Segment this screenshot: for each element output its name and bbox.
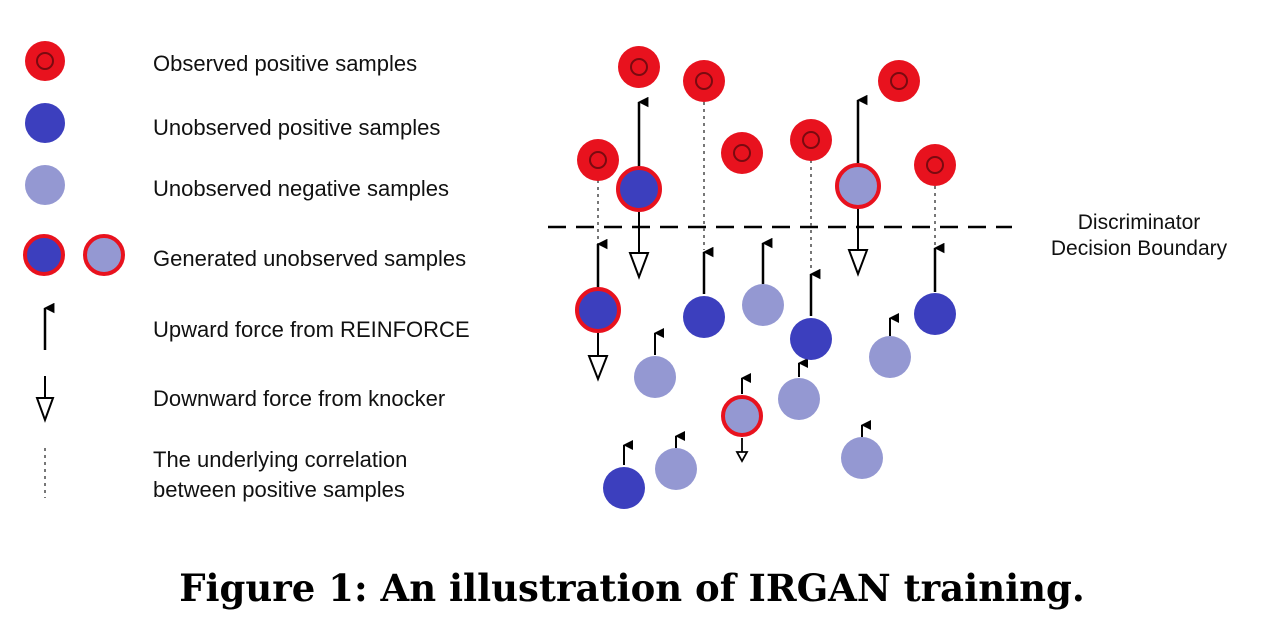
unobserved-positive-sample: [790, 318, 832, 360]
unobserved-negative-sample: [634, 356, 676, 398]
legend-label-correlation-line1: The underlying correlation: [153, 447, 407, 472]
downward-force-arrow: [587, 332, 609, 382]
boundary-label-line1: Discriminator: [1078, 211, 1201, 234]
observed-positive-sample: [618, 46, 660, 88]
downward-arrow-head-icon: [35, 397, 55, 423]
legend-item-unobserved-positive: Unobserved positive samples: [25, 103, 440, 143]
unobserved-positive-sample: [683, 296, 725, 338]
unobserved-positive-samples: [603, 293, 956, 509]
legend-label-generated: Generated unobserved samples: [153, 246, 466, 271]
unobserved-negative-samples: [634, 284, 911, 490]
legend-label-unobserved-positive: Unobserved positive samples: [153, 115, 440, 140]
legend: Observed positive samples Unobserved pos…: [23, 41, 470, 502]
unobserved-positive-sample: [603, 467, 645, 509]
observed-positive-samples: [577, 46, 956, 186]
legend-label-observed-positive: Observed positive samples: [153, 51, 417, 76]
unobserved-positive-sample: [914, 293, 956, 335]
force-arrows: [587, 94, 945, 465]
legend-item-observed-positive: Observed positive samples: [25, 41, 417, 81]
legend-label-downward-force: Downward force from knocker: [153, 386, 445, 411]
generated-negative-sample: [835, 163, 881, 209]
unobserved-negative-sample: [655, 448, 697, 490]
legend-item-unobserved-negative: Unobserved negative samples: [25, 165, 449, 205]
unobserved-negative-sample: [742, 284, 784, 326]
unobserved-negative-sample: [778, 378, 820, 420]
observed-positive-sample: [914, 144, 956, 186]
observed-positive-sample: [790, 119, 832, 161]
legend-label-correlation-line2: between positive samples: [153, 477, 405, 502]
observed-positive-ring-icon: [36, 52, 54, 70]
unobserved-negative-sample: [869, 336, 911, 378]
legend-item-downward-force: Downward force from knocker: [35, 376, 445, 423]
figure-caption: Figure 1: An illustration of IRGAN train…: [179, 566, 1085, 610]
legend-item-upward-force: Upward force from REINFORCE: [43, 302, 470, 350]
observed-positive-sample: [683, 60, 725, 102]
observed-positive-icon: [25, 41, 65, 81]
generated-samples: [575, 163, 881, 437]
generated-positive-icon: [23, 234, 65, 276]
legend-item-generated: Generated unobserved samples: [23, 234, 466, 276]
correlation-lines: [597, 102, 936, 288]
small-downward-force-arrow: [735, 438, 749, 463]
generated-positive-sample: [575, 287, 621, 333]
observed-positive-sample: [721, 132, 763, 174]
observed-positive-sample: [577, 139, 619, 181]
legend-item-correlation: The underlying correlation between posit…: [44, 447, 407, 502]
unobserved-negative-icon: [25, 165, 65, 205]
legend-label-upward-force: Upward force from REINFORCE: [153, 317, 470, 342]
observed-positive-sample: [878, 60, 920, 102]
boundary-label-line2: Decision Boundary: [1051, 237, 1228, 260]
generated-negative-sample: [721, 395, 763, 437]
generated-negative-icon: [83, 234, 125, 276]
downward-force-arrow: [628, 212, 650, 280]
legend-label-unobserved-negative: Unobserved negative samples: [153, 176, 449, 201]
unobserved-negative-sample: [841, 437, 883, 479]
decision-boundary: Discriminator Decision Boundary: [548, 211, 1228, 260]
downward-force-arrow: [847, 208, 869, 277]
generated-positive-sample: [616, 166, 662, 212]
unobserved-positive-icon: [25, 103, 65, 143]
